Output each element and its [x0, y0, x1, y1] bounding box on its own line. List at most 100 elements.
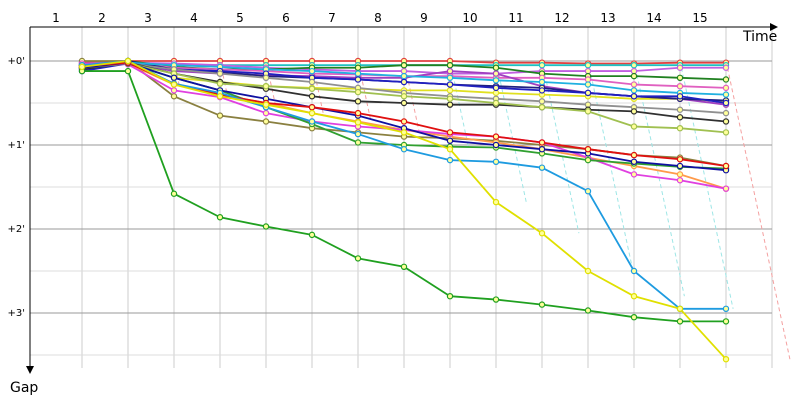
leader-reference-line — [725, 60, 791, 360]
series-point — [538, 61, 546, 69]
series-point — [630, 108, 638, 115]
series-point — [354, 255, 362, 262]
x-tick-label: 10 — [462, 11, 477, 25]
series-point — [676, 171, 684, 178]
series-point — [722, 185, 730, 192]
series-point — [446, 87, 454, 94]
series-point — [584, 156, 592, 164]
series-point — [630, 158, 638, 165]
series-point — [584, 101, 592, 108]
series-point — [446, 67, 454, 75]
series-point — [492, 133, 500, 140]
series-point — [308, 85, 316, 92]
leader-reference-line — [541, 60, 580, 234]
y-axis-title: Gap — [10, 380, 38, 396]
series-point — [262, 223, 270, 230]
series-point — [584, 81, 592, 88]
series-point — [630, 72, 638, 80]
series-point — [538, 301, 546, 308]
series-point — [354, 98, 362, 105]
x-tick-label: 8 — [374, 11, 382, 25]
series-point — [446, 74, 454, 82]
series-point — [308, 231, 316, 239]
series-point — [584, 187, 592, 195]
x-tick-label: 6 — [282, 11, 290, 25]
series-point — [722, 109, 730, 117]
series-point — [446, 61, 454, 69]
series-point — [676, 82, 684, 90]
series-point — [722, 162, 730, 170]
series-point — [216, 80, 224, 87]
series-point — [538, 164, 546, 171]
series-point — [630, 267, 638, 275]
x-tick-label: 3 — [144, 11, 152, 25]
series-point — [538, 87, 546, 94]
series-point — [170, 74, 178, 82]
series-point — [262, 109, 270, 117]
series-point — [722, 305, 730, 312]
series-point — [584, 145, 592, 153]
series-point — [630, 93, 638, 100]
series-point — [584, 108, 592, 115]
series-point — [354, 119, 362, 126]
series-point — [400, 129, 408, 136]
y-tick-label: +1' — [8, 140, 26, 151]
series-point — [446, 95, 454, 103]
series-point — [584, 89, 592, 97]
series-point — [676, 64, 684, 71]
series-point — [584, 76, 592, 83]
series-point — [308, 103, 316, 111]
series-point — [170, 190, 178, 197]
series-point — [676, 106, 684, 113]
series-point — [354, 64, 362, 71]
series-point — [446, 293, 454, 300]
x-tick-labels: 1 2 3 4 5 6 7 8 9 10 11 12 13 14 15 — [52, 11, 707, 25]
series-point — [538, 78, 546, 86]
x-tick-label: 11 — [508, 11, 523, 25]
series-point — [676, 177, 684, 184]
series-point — [492, 77, 500, 84]
x-tick-label: 13 — [600, 11, 615, 25]
series-point — [722, 118, 730, 125]
axes — [26, 23, 778, 374]
series-point — [216, 93, 224, 100]
series-point — [354, 76, 362, 83]
series-point — [538, 98, 546, 105]
series-point — [446, 145, 454, 153]
series-point — [722, 76, 730, 83]
series-point — [584, 61, 592, 69]
series-point — [216, 70, 224, 77]
series-point — [492, 84, 500, 92]
y-tick-labels: +0' +1' +2' +3' — [8, 56, 26, 319]
series-point — [78, 63, 86, 71]
series-point — [630, 87, 638, 94]
series-point — [124, 67, 132, 75]
series-point — [216, 214, 224, 221]
series-point — [446, 129, 454, 136]
series-point — [354, 130, 362, 138]
series-point — [354, 109, 362, 117]
x-tick-label: 7 — [328, 11, 336, 25]
series-point — [722, 318, 730, 325]
series-point — [492, 70, 500, 77]
series-point — [492, 141, 500, 149]
series-point — [676, 93, 684, 100]
y-tick-label: +0' — [8, 56, 26, 67]
x-tick-label: 15 — [692, 11, 707, 25]
series-point — [124, 57, 132, 65]
series-point — [308, 67, 316, 75]
y-axis-arrow — [26, 366, 34, 374]
leader-reference-line — [633, 60, 685, 297]
x-tick-label: 1 — [52, 11, 60, 25]
series-point — [722, 99, 730, 107]
series-point — [492, 296, 500, 303]
y-tick-label: +2' — [8, 224, 26, 235]
series-point — [354, 70, 362, 77]
series-point — [630, 171, 638, 178]
series-points — [78, 57, 730, 363]
series-point — [538, 145, 546, 153]
series-point — [676, 318, 684, 325]
series-point — [262, 74, 270, 82]
series-point — [308, 109, 316, 117]
